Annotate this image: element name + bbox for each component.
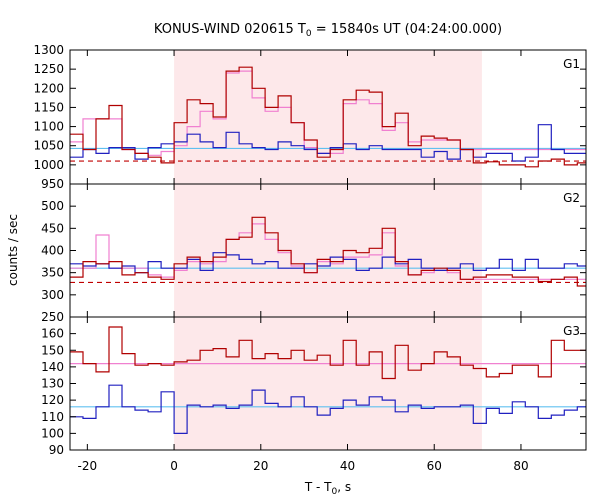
y-tick-label: 400 bbox=[41, 244, 64, 258]
y-tick-label: 250 bbox=[41, 310, 64, 324]
chart-title-main: KONUS-WIND 020615 T bbox=[154, 22, 306, 37]
panel-content bbox=[70, 326, 586, 434]
y-tick-label: 90 bbox=[49, 443, 64, 457]
x-axis-label: T - T0, s bbox=[304, 480, 351, 497]
series-soft-step-line bbox=[70, 326, 586, 380]
y-tick-label: 120 bbox=[41, 393, 64, 407]
series-soft-step-line bbox=[70, 66, 586, 168]
y-tick-label: 1250 bbox=[33, 62, 64, 76]
x-tick-label: 40 bbox=[340, 459, 355, 473]
shaded-interval bbox=[174, 184, 482, 317]
panel-label: G1 bbox=[563, 57, 580, 71]
x-tick-label: 20 bbox=[253, 459, 268, 473]
shaded-interval bbox=[174, 317, 482, 450]
y-tick-label: 500 bbox=[41, 199, 64, 213]
y-tick-label: 1200 bbox=[33, 81, 64, 95]
y-tick-label: 1000 bbox=[33, 158, 64, 172]
chart-title-rest: = 15840s UT (04:24:00.000) bbox=[312, 22, 502, 37]
y-tick-label: 950 bbox=[41, 177, 64, 191]
y-tick-label: 150 bbox=[41, 343, 64, 357]
y-tick-label: 1150 bbox=[33, 100, 64, 114]
panel-label: G3 bbox=[563, 324, 580, 338]
y-tick-label: 300 bbox=[41, 288, 64, 302]
series-soft-step-line bbox=[70, 216, 586, 287]
y-tick-label: 130 bbox=[41, 377, 64, 391]
y-tick-label: 1100 bbox=[33, 120, 64, 134]
panel-content bbox=[70, 66, 586, 168]
y-tick-label: 160 bbox=[41, 327, 64, 341]
x-tick-label: 0 bbox=[170, 459, 178, 473]
y-axis-label: counts / sec bbox=[6, 214, 20, 286]
y-tick-label: 1300 bbox=[33, 43, 64, 57]
y-tick-label: 140 bbox=[41, 360, 64, 374]
x-tick-label: 80 bbox=[513, 459, 528, 473]
x-tick-label: -20 bbox=[78, 459, 98, 473]
panels-group: 9501000105011001150120012501300G12503003… bbox=[33, 43, 587, 473]
x-axis-label-subscript: 0 bbox=[332, 487, 338, 497]
y-tick-label: 350 bbox=[41, 266, 64, 280]
y-tick-label: 100 bbox=[41, 426, 64, 440]
series-hard-step-line bbox=[70, 252, 586, 274]
panel-g3: 90 100 110 120 130 140 150 160 G3 -20 0 20 40 60 80 bbox=[41, 316, 587, 473]
panel-label: G2 bbox=[563, 191, 580, 205]
x-axis-label-main: T - T bbox=[304, 480, 332, 494]
y-tick-label: 110 bbox=[41, 410, 64, 424]
x-axis-label-rest: , s bbox=[337, 480, 351, 494]
chart-title-subscript: 0 bbox=[306, 29, 312, 39]
panel-content bbox=[70, 216, 586, 287]
y-tick-label: 450 bbox=[41, 221, 64, 235]
panel-g2: 250 300 350 400 450 500 G2 bbox=[41, 183, 587, 324]
series-hard-step-line bbox=[70, 384, 586, 434]
y-tick-label: 1050 bbox=[33, 139, 64, 153]
chart-title: KONUS-WIND 020615 T0 = 15840s UT (04:24:… bbox=[154, 22, 502, 39]
panel-g1: 950 1000 1050 1100 1150 1200 1250 1300 G1 bbox=[33, 43, 587, 191]
x-tick-label: 60 bbox=[427, 459, 442, 473]
